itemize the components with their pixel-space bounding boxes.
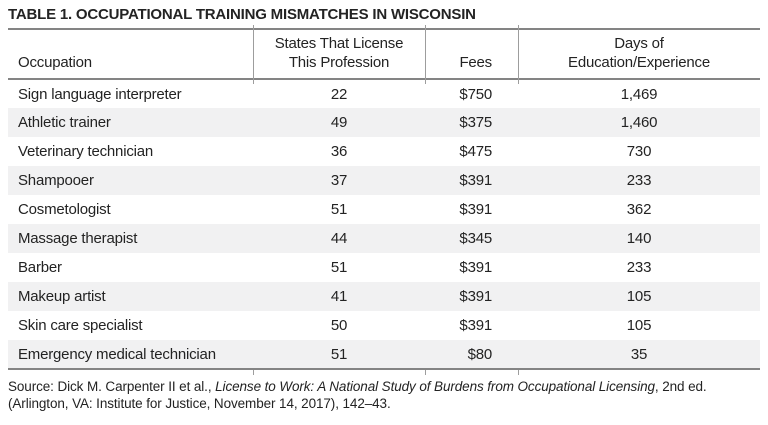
table-cell: $375 [459, 114, 492, 131]
column-header-fees: Fees [425, 28, 518, 80]
column-separator [425, 25, 426, 84]
table-row: Makeup artist 41 $391 105 [8, 282, 760, 311]
table-cell: Sign language interpreter [18, 85, 182, 103]
table-cell: $750 [459, 85, 492, 103]
table-cell: 37 [330, 172, 348, 189]
table-row: Skin care specialist 50 $391 105 [8, 311, 760, 340]
table-cell: 1,460 [620, 114, 658, 131]
table-row: Athletic trainer 49 $375 1,460 [8, 108, 760, 137]
table-cell: 233 [626, 259, 652, 276]
table-cell: Barber [18, 259, 62, 276]
source-text-prefix: Source: Dick M. Carpenter II et al., [8, 379, 216, 394]
table-cell: $475 [459, 143, 492, 160]
table-cell: 105 [626, 288, 652, 305]
table-row: Shampooer 37 $391 233 [8, 166, 760, 195]
table-cell: $391 [459, 172, 492, 189]
data-table: Occupation States That License This Prof… [8, 28, 760, 370]
column-separator-tick [518, 370, 519, 375]
table-cell: $345 [459, 230, 492, 247]
table-cell: 44 [330, 230, 348, 247]
table-cell: Skin care specialist [18, 317, 143, 334]
table-cell: Cosmetologist [18, 201, 111, 218]
column-header-days-of-education: Days of Education/Experience [518, 28, 760, 80]
table-cell: Athletic trainer [18, 114, 111, 131]
table-row: Massage therapist 44 $345 140 [8, 224, 760, 253]
table-header-row: Occupation States That License This Prof… [8, 28, 760, 80]
table-cell: $391 [459, 259, 492, 276]
table-cell: Emergency medical technician [8, 340, 253, 370]
source-text-suffix: , 2nd ed. [654, 379, 707, 394]
table-cell: 35 [518, 340, 760, 370]
table-cell: Veterinary technician [18, 143, 154, 160]
table-row: Sign language interpreter 22 $750 1,469 [8, 79, 760, 108]
source-title-italic: License to Work: A National Study of Bur… [215, 379, 655, 394]
table-cell: 51 [253, 340, 425, 370]
table-title: TABLE 1. OCCUPATIONAL TRAINING MISMATCHE… [8, 6, 476, 23]
table-cell: 233 [626, 172, 652, 189]
table-cell: $391 [459, 288, 492, 305]
table-cell: 22 [330, 85, 348, 103]
table-cell: 49 [330, 114, 348, 131]
table-row: Barber 51 $391 233 [8, 253, 760, 282]
table-cell: $80 [425, 340, 518, 370]
table-cell: 362 [626, 201, 652, 218]
table-cell: 51 [330, 201, 348, 218]
table-figure: TABLE 1. OCCUPATIONAL TRAINING MISMATCHE… [8, 6, 760, 412]
table-cell: $391 [459, 317, 492, 334]
table-cell: Makeup artist [18, 288, 106, 305]
column-header-occupation: Occupation [8, 28, 253, 80]
column-separator [518, 25, 519, 84]
table-cell: Massage therapist [18, 230, 138, 247]
table-cell: 730 [626, 143, 652, 160]
table-cell: 1,469 [620, 85, 658, 103]
table-cell: 51 [330, 259, 348, 276]
table-cell: Shampooer [18, 172, 94, 189]
table-cell: 105 [626, 317, 652, 334]
table-row: Emergency medical technician 51 $80 35 [8, 340, 760, 370]
table-cell: 36 [330, 143, 348, 160]
table-cell: 41 [330, 288, 348, 305]
column-separator-tick [425, 370, 426, 375]
table-cell: $391 [459, 201, 492, 218]
table-body: Sign language interpreter 22 $750 1,469 Athl… [8, 79, 760, 370]
source-note: Source: Dick M. Carpenter II et al., Lic… [8, 370, 760, 412]
source-text-line2: (Arlington, VA: Institute for Justice, N… [8, 396, 391, 411]
table-cell: 140 [626, 230, 652, 247]
table-container: Occupation States That License This Prof… [8, 25, 760, 375]
table-row: Cosmetologist 51 $391 362 [8, 195, 760, 224]
table-cell: 50 [330, 317, 348, 334]
column-header-states-that-license: States That License This Profession [253, 28, 425, 80]
column-separator-tick [253, 370, 254, 375]
table-row: Veterinary technician 36 $475 730 [8, 137, 760, 166]
column-separator [253, 25, 254, 84]
